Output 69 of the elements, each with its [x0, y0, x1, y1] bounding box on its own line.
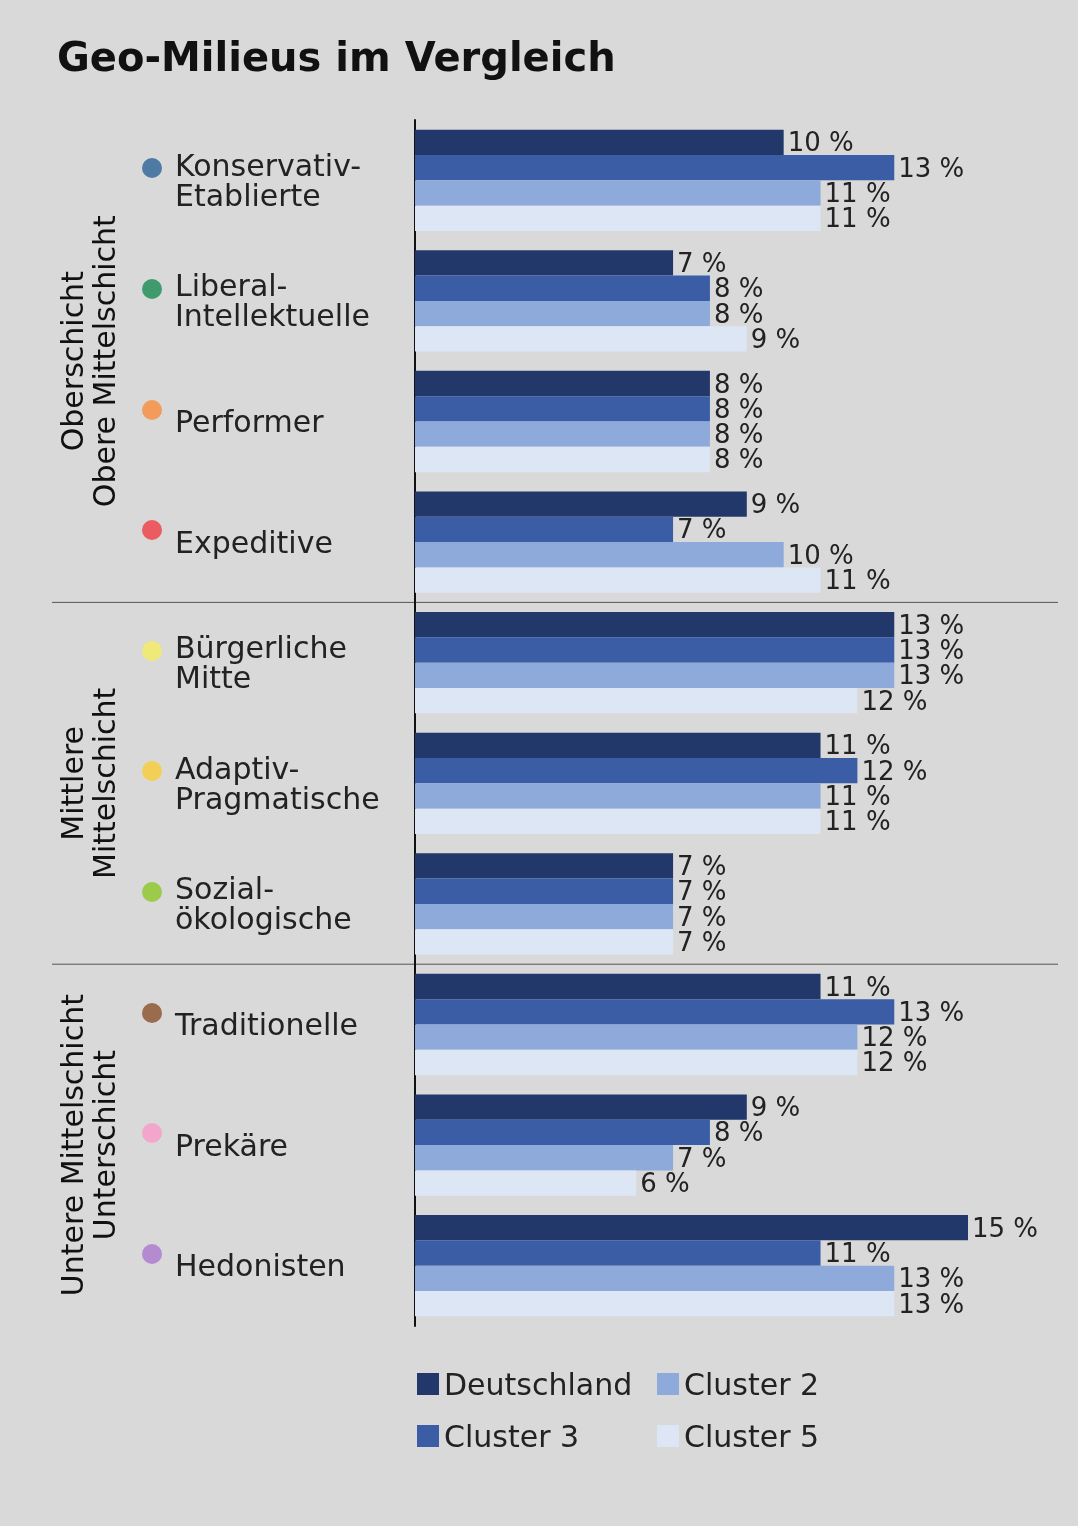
bar [415, 446, 710, 473]
y-tick-label: Sozial-ökologische [175, 871, 352, 937]
data-label: 13 % [898, 609, 965, 640]
bar [415, 567, 821, 593]
y-tick-label: Prekäre [175, 1127, 289, 1163]
bar [415, 999, 895, 1025]
bar [415, 637, 895, 663]
y-tick-label: Bürgerliche Mitte [175, 630, 357, 696]
y-tick-label: Liberal-Intellektuelle [175, 268, 370, 334]
bar [415, 1265, 895, 1292]
bar [415, 808, 821, 834]
y-tick-label: Expeditive [175, 524, 333, 560]
bar [415, 180, 821, 206]
data-label: 11 % [824, 1238, 891, 1269]
bar [415, 783, 821, 809]
bar [415, 1215, 968, 1241]
bar [415, 688, 858, 714]
bar [415, 662, 895, 689]
bar [415, 1291, 895, 1317]
data-label: 13 % [898, 996, 965, 1027]
chart-title: Geo-Milieus im Vergleich [57, 34, 616, 80]
bar [415, 1024, 858, 1050]
data-label: 12 % [861, 1047, 928, 1078]
y-tick-label: Hedonisten [175, 1248, 346, 1284]
bar [415, 275, 710, 301]
data-label: 7 % [677, 514, 727, 545]
text: Oberschicht Obere Mittelschicht [54, 214, 122, 508]
bar [415, 1170, 637, 1196]
y-tick-label: Traditionelle [174, 1007, 359, 1042]
data-label: 15 % [972, 1212, 1039, 1243]
bar [415, 973, 821, 1000]
bar [415, 129, 784, 155]
text: Mittlere Mittelschicht [54, 687, 122, 879]
bar [415, 878, 674, 904]
y-tick-label: Performer [175, 404, 325, 439]
bar [415, 421, 710, 447]
bar [415, 757, 858, 784]
text: Untere Mittelschicht Unterschicht [54, 993, 122, 1297]
bar [415, 300, 710, 327]
bar [415, 516, 674, 543]
bar [415, 853, 674, 879]
data-label: 13 % [898, 152, 965, 183]
y-tick-label: Adaptiv-Pragmatische [175, 750, 380, 816]
bar [415, 396, 710, 422]
legend-label: Cluster 3 [444, 1418, 580, 1454]
bar [415, 326, 747, 352]
bar [415, 1119, 710, 1146]
bar [415, 250, 674, 276]
bar [415, 1145, 674, 1171]
bar [415, 370, 710, 397]
bar [415, 542, 784, 568]
data-label: 9 % [750, 489, 801, 520]
bar [415, 154, 895, 181]
legend-label: Cluster 5 [684, 1418, 820, 1454]
bar [415, 732, 821, 758]
data-label: 8 % [713, 444, 764, 475]
bar [415, 929, 674, 955]
legend-label: Deutschland [444, 1366, 633, 1402]
bar [415, 205, 821, 231]
bar [415, 1049, 858, 1076]
bar [415, 1240, 821, 1266]
bar [415, 903, 674, 930]
data-label: 11 % [824, 971, 891, 1002]
bar [415, 612, 895, 638]
bar [415, 1094, 747, 1120]
legend-label: Cluster 2 [684, 1366, 820, 1402]
data-label: 10 % [787, 127, 854, 158]
bar [415, 491, 747, 517]
y-tick-label: Konservativ-Etablierte [175, 147, 361, 213]
